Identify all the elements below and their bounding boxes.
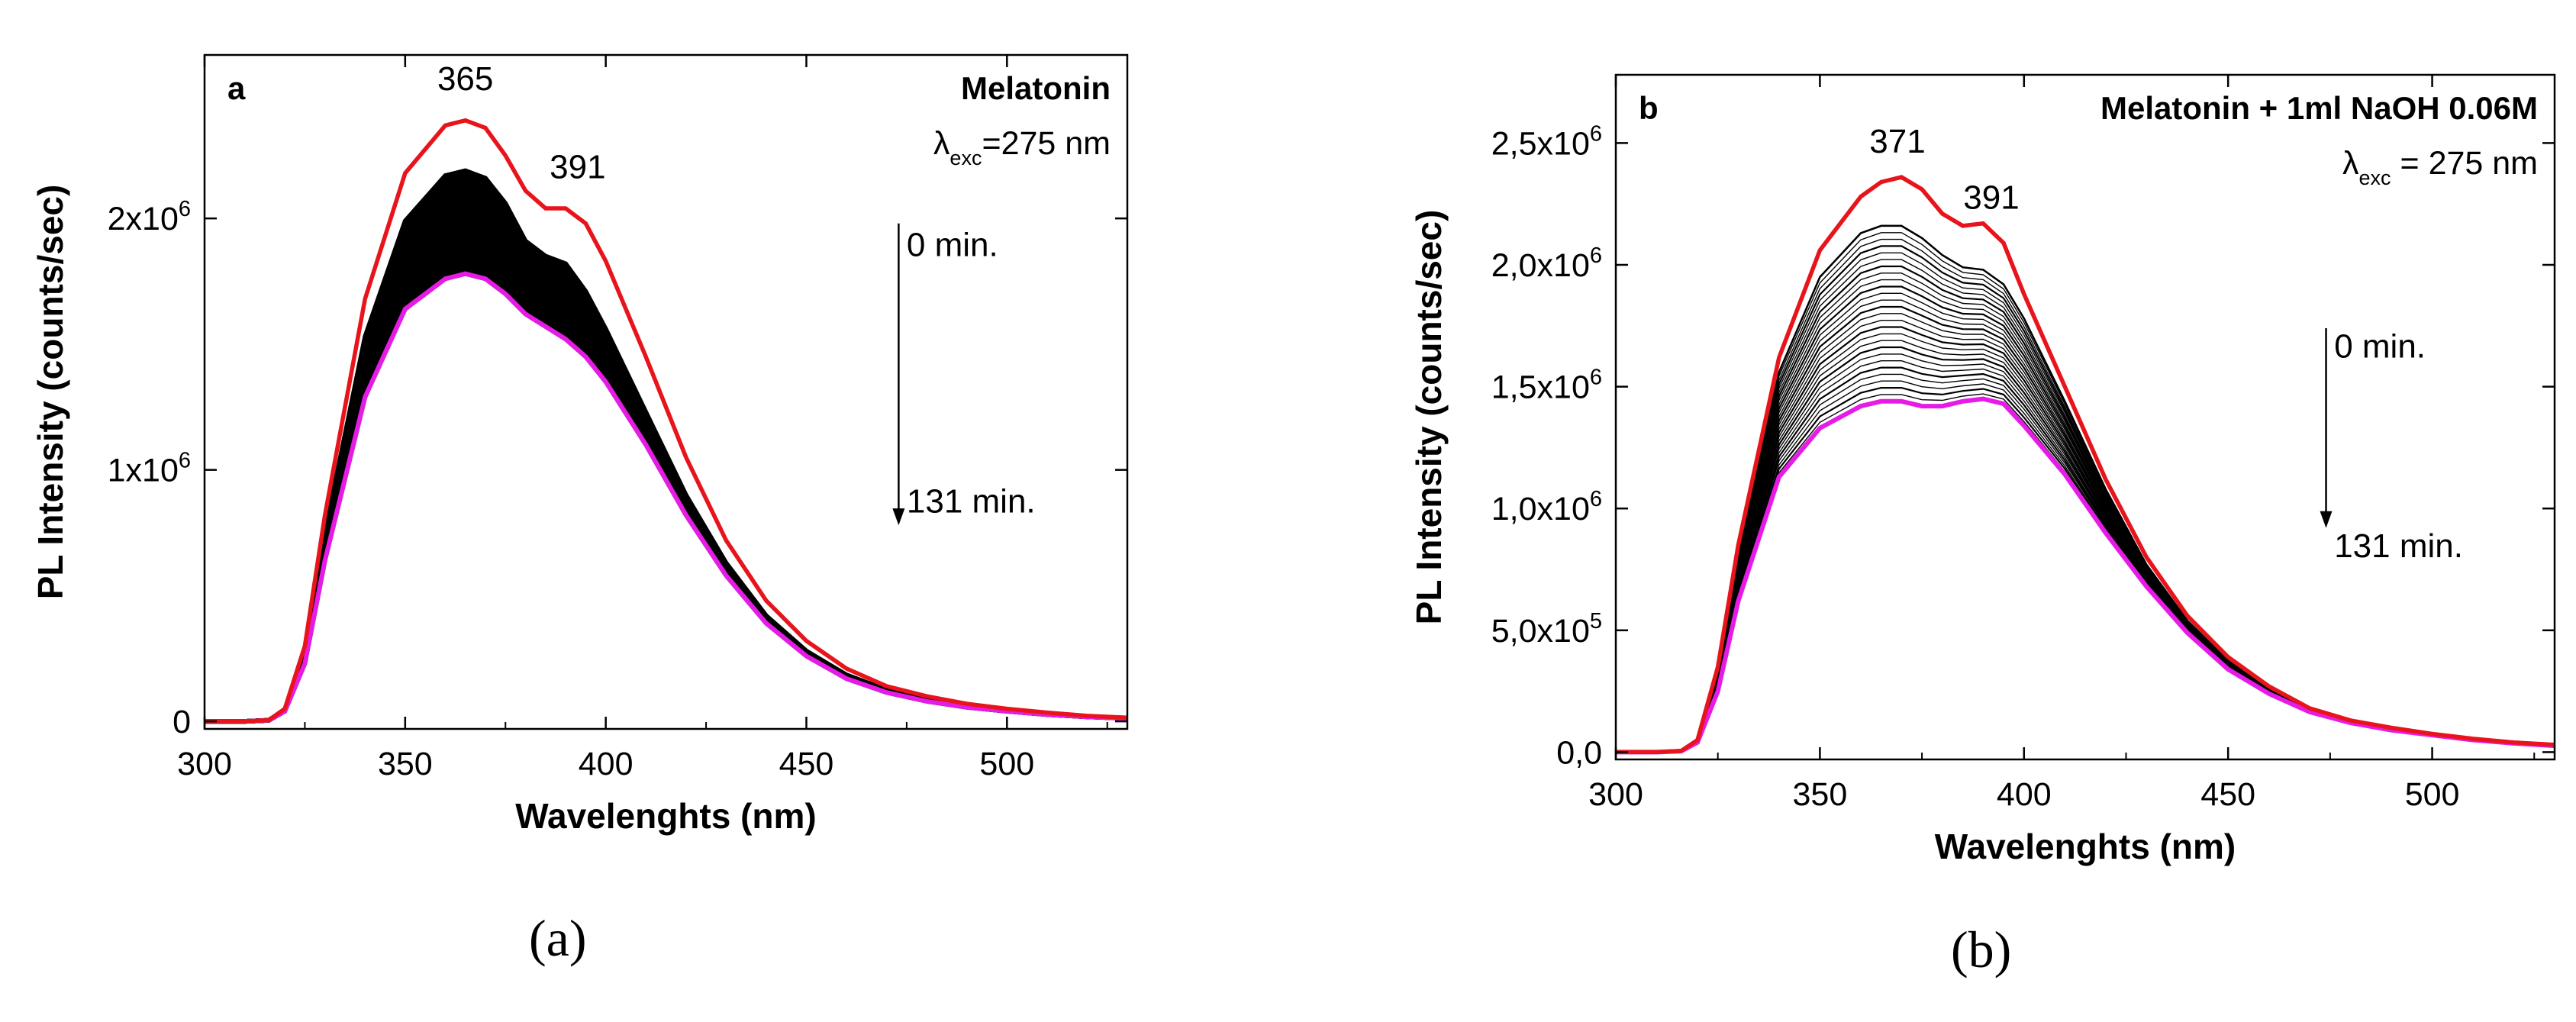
panel-a-excitation-subscript: exc: [949, 147, 982, 169]
panel-b-plot-area: [1616, 175, 2555, 755]
panel-a-x-tick-label: 450: [779, 746, 834, 782]
panel-b-excitation: λexc = 275 nm: [2342, 145, 2538, 189]
panel-a-y-tick-base: 0: [172, 704, 191, 740]
panel-b-y-tick-label: 1,5x106: [1491, 366, 1602, 406]
panel-b-y-tick-base: 1,0x10: [1491, 491, 1590, 527]
panel-b-excitation-symbol: λ: [2342, 145, 2359, 182]
panel-a-peak-label: 365: [437, 60, 493, 98]
panel-b-y-tick-base: 5,0x10: [1491, 613, 1590, 650]
panel-a-letter: a: [227, 70, 246, 106]
panel-a-x-tick-label: 300: [177, 746, 232, 782]
panel-a-y-tick-exponent: 6: [179, 449, 191, 473]
panel-b-y-tick-label: 0,0: [1556, 734, 1602, 771]
panel-b-y-tick-label: 1,0x106: [1491, 487, 1602, 527]
panel-b-y-tick-base: 2,5x10: [1491, 125, 1590, 162]
caption-b: (b): [1951, 920, 2011, 980]
panel-a-y-tick-label: 0: [172, 704, 191, 740]
panel-b-x-tick-label: 300: [1588, 776, 1643, 813]
panel-b-excitation-value: = 275 nm: [2391, 145, 2538, 182]
panel-b-intermediate-curve: [1616, 387, 2555, 753]
panel-a-x-tick-label: 400: [579, 746, 634, 782]
panel-b-y-tick-label: 2,0x106: [1491, 243, 1602, 284]
panel-a-x-axis-label: Wavelenghts (nm): [515, 796, 816, 836]
panel-b-peak-label: 391: [1963, 179, 2019, 217]
panel-a-excitation-value: =275 nm: [982, 125, 1111, 162]
panel-a-excitation-symbol: λ: [933, 125, 950, 162]
panel-a-y-tick-base: 2x10: [108, 201, 179, 237]
panel-b-peak-label: 371: [1869, 123, 1925, 160]
panel-a-peak-label: 391: [550, 148, 605, 185]
panel-b-x-tick-label: 500: [2405, 776, 2460, 813]
caption-b-text: (b): [1951, 920, 2012, 978]
panel-b-x-tick-label: 400: [1997, 776, 2052, 813]
panel-a-plot-area: [205, 118, 1127, 724]
panel-b-frame: [1614, 73, 2556, 761]
panel-b-y-tick-base: 0,0: [1556, 734, 1602, 771]
panel-a-y-tick-label: 1x106: [108, 449, 191, 489]
panel-a-y-tick-label: 2x106: [108, 197, 191, 237]
panel-b-y-tick-exponent: 6: [1590, 487, 1602, 511]
panel-a-title: Melatonin: [961, 70, 1111, 106]
panel-a-x-tick-label: 350: [378, 746, 433, 782]
panel-a-frame: [203, 53, 1129, 730]
panel-b-time-start-label: 0 min.: [2334, 327, 2426, 365]
panel-a-time-end-label: 131 min.: [907, 483, 1036, 521]
panel-b-y-tick-base: 1,5x10: [1491, 369, 1590, 406]
panel-b-x-tick-label: 350: [1793, 776, 1848, 813]
panel-b-x-axis-label: Wavelenghts (nm): [1935, 827, 2236, 866]
panel-a-series-final: [205, 271, 1127, 724]
panel-a-y-axis-label: PL Intensity (counts/sec): [31, 185, 70, 600]
panel-b-y-tick-exponent: 6: [1590, 121, 1602, 146]
panel-b-y-tick-base: 2,0x10: [1491, 247, 1590, 284]
panel-a-time-start-label: 0 min.: [907, 227, 998, 264]
panel-b-y-tick-label: 2,5x106: [1491, 121, 1602, 162]
panel-b-y-tick-exponent: 6: [1590, 243, 1602, 268]
panel-b-chart: 300 350 400 450 5000,05,0x1051,0x1061,5x1062…: [1409, 73, 2556, 866]
panel-b-title: Melatonin + 1ml NaOH 0.06M: [2100, 90, 2538, 126]
panel-b-letter: b: [1639, 90, 1659, 126]
panel-b-time-arrow-head: [2320, 511, 2333, 528]
panel-b-y-tick-label: 5,0x105: [1491, 609, 1602, 650]
panel-b-y-axis-label: PL Intensity (counts/sec): [1409, 210, 1449, 625]
panel-b-x-tick-label: 450: [2200, 776, 2255, 813]
panel-b-y-tick-exponent: 6: [1590, 366, 1602, 390]
panel-a-x-tick-label: 500: [979, 746, 1034, 782]
panel-b-excitation-subscript: exc: [2359, 166, 2391, 189]
caption-a: (a): [529, 908, 586, 969]
panel-b-y-tick-exponent: 5: [1590, 609, 1602, 634]
panel-a-y-tick-base: 1x10: [108, 453, 179, 489]
panel-b-series-final: [1616, 396, 2555, 755]
panel-b-series-initial: [1616, 175, 2555, 755]
panel-a-y-tick-exponent: 6: [179, 197, 191, 221]
panel-a-time-arrow-head: [892, 508, 905, 526]
panel-a-excitation: λexc=275 nm: [933, 125, 1111, 169]
panel-a-series-initial: [205, 118, 1127, 724]
caption-a-text: (a): [529, 909, 587, 967]
panel-b-time-end-label: 131 min.: [2334, 527, 2463, 565]
